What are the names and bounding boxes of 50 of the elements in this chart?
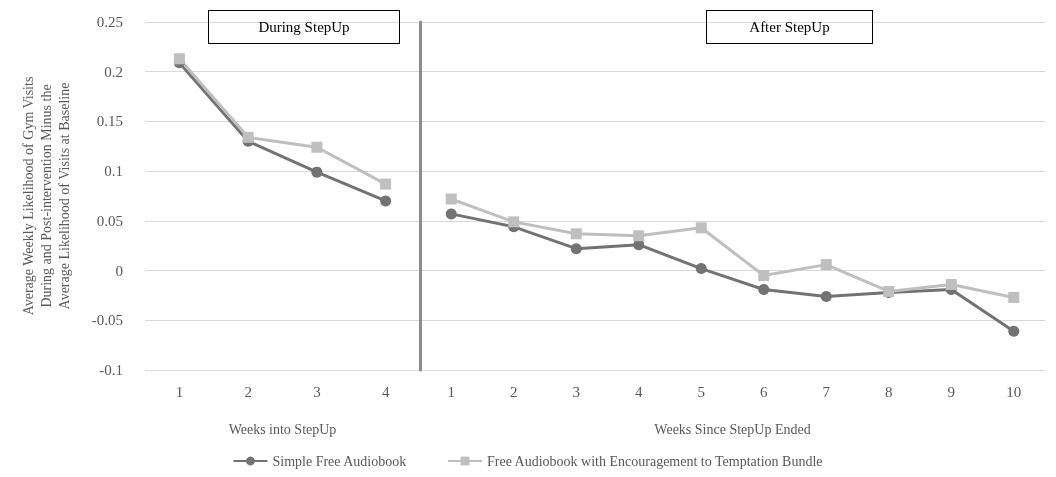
y-tick-label: 0.1 [104, 163, 123, 180]
point [508, 216, 520, 228]
annotation: After StepUp [706, 10, 873, 44]
y-tick-label: 0.2 [104, 63, 123, 80]
legend-label: Simple Free Audiobook [272, 453, 407, 469]
y-axis-title: Average Weekly Likelihood of Gym Visits During and Post-intervention Minus the Average Likelihood of Visits at Baseline [20, 76, 72, 316]
x-tick-label: 6 [760, 383, 768, 400]
point [1008, 291, 1020, 303]
point [311, 166, 323, 178]
y-tick-label: -0.1 [99, 362, 123, 378]
x-tick-label: 9 [947, 383, 955, 400]
y-tick-label: 0.25 [96, 14, 123, 30]
point [570, 228, 582, 240]
x-axis-title: Weeks Since StepUp Ended [654, 421, 811, 437]
x-tick-label: 2 [244, 383, 252, 400]
x-tick-label: 1 [175, 383, 184, 400]
x-tick-label: 2 [510, 383, 518, 400]
point [820, 259, 832, 271]
point [380, 195, 392, 207]
point [570, 243, 582, 255]
legend-label: Free Audiobook with Encouragement to Temptation Bundle [487, 453, 823, 469]
x-tick-label: 7 [822, 383, 831, 400]
x-tick-label: 8 [885, 383, 893, 400]
x-tick-label: 3 [313, 383, 321, 400]
point [695, 263, 707, 275]
x-tick-label: 10 [1006, 383, 1022, 400]
point [695, 222, 707, 234]
x-tick-label: 3 [572, 383, 580, 400]
annotation: During StepUp [208, 10, 400, 44]
point [1008, 325, 1020, 337]
y-tick-label: 0.05 [96, 212, 123, 229]
x-tick-label: 4 [381, 383, 390, 400]
y-tick-label: 0.15 [96, 113, 123, 130]
point [758, 283, 770, 295]
point [242, 131, 254, 143]
y-tick-label: 0 [115, 262, 123, 279]
point [380, 178, 392, 190]
point [445, 208, 457, 220]
x-tick-label: 4 [635, 383, 643, 400]
point [758, 270, 770, 282]
y-tick-label: -0.05 [91, 312, 123, 329]
point [945, 278, 957, 290]
x-tick-label: 1 [447, 383, 455, 400]
point [633, 230, 645, 242]
point [173, 53, 185, 65]
point [445, 193, 457, 205]
x-tick-label: 5 [697, 383, 705, 400]
point [820, 290, 832, 302]
point [311, 141, 323, 153]
x-axis-title: Weeks into StepUp [228, 421, 337, 437]
